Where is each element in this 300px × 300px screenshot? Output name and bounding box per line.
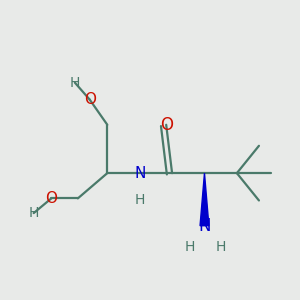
Text: H: H: [28, 206, 39, 220]
Text: O: O: [84, 92, 96, 107]
Text: H: H: [184, 240, 195, 254]
Text: N: N: [198, 217, 211, 235]
Text: O: O: [160, 116, 173, 134]
Text: N: N: [134, 166, 146, 181]
Text: H: H: [215, 240, 226, 254]
Polygon shape: [200, 173, 209, 226]
Text: H: H: [134, 194, 145, 208]
Text: O: O: [45, 191, 57, 206]
Text: H: H: [70, 76, 80, 90]
